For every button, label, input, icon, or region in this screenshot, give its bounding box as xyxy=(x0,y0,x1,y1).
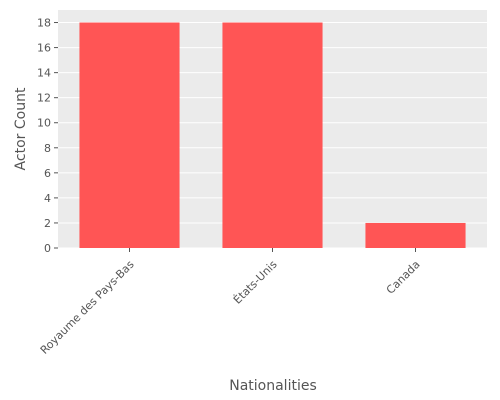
x-axis-title: Nationalities xyxy=(229,378,317,394)
x-tick-label: États-Unis xyxy=(231,258,280,307)
x-tick-label: Royaume des Pays-Bas xyxy=(38,258,137,357)
y-tick-label: 4 xyxy=(44,192,51,205)
y-tick-label: 16 xyxy=(37,42,51,55)
bar xyxy=(222,22,323,248)
bar xyxy=(79,22,180,248)
x-tick-label: Canada xyxy=(384,258,423,297)
y-tick-label: 6 xyxy=(44,167,51,180)
y-axis-ticks: 0 2 4 6 8 10 12 14 16 18 xyxy=(37,17,58,255)
y-axis-title: Actor Count xyxy=(13,87,29,170)
bars xyxy=(79,22,466,248)
y-tick-label: 14 xyxy=(37,67,51,80)
y-tick-label: 8 xyxy=(44,142,51,155)
y-tick-label: 18 xyxy=(37,17,51,30)
y-tick-label: 10 xyxy=(37,117,51,130)
y-tick-label: 2 xyxy=(44,217,51,230)
x-axis-ticks: Royaume des Pays-Bas États-Unis Canada xyxy=(38,248,423,357)
y-tick-label: 0 xyxy=(44,242,51,255)
bar xyxy=(365,222,466,248)
y-tick-label: 12 xyxy=(37,92,51,105)
